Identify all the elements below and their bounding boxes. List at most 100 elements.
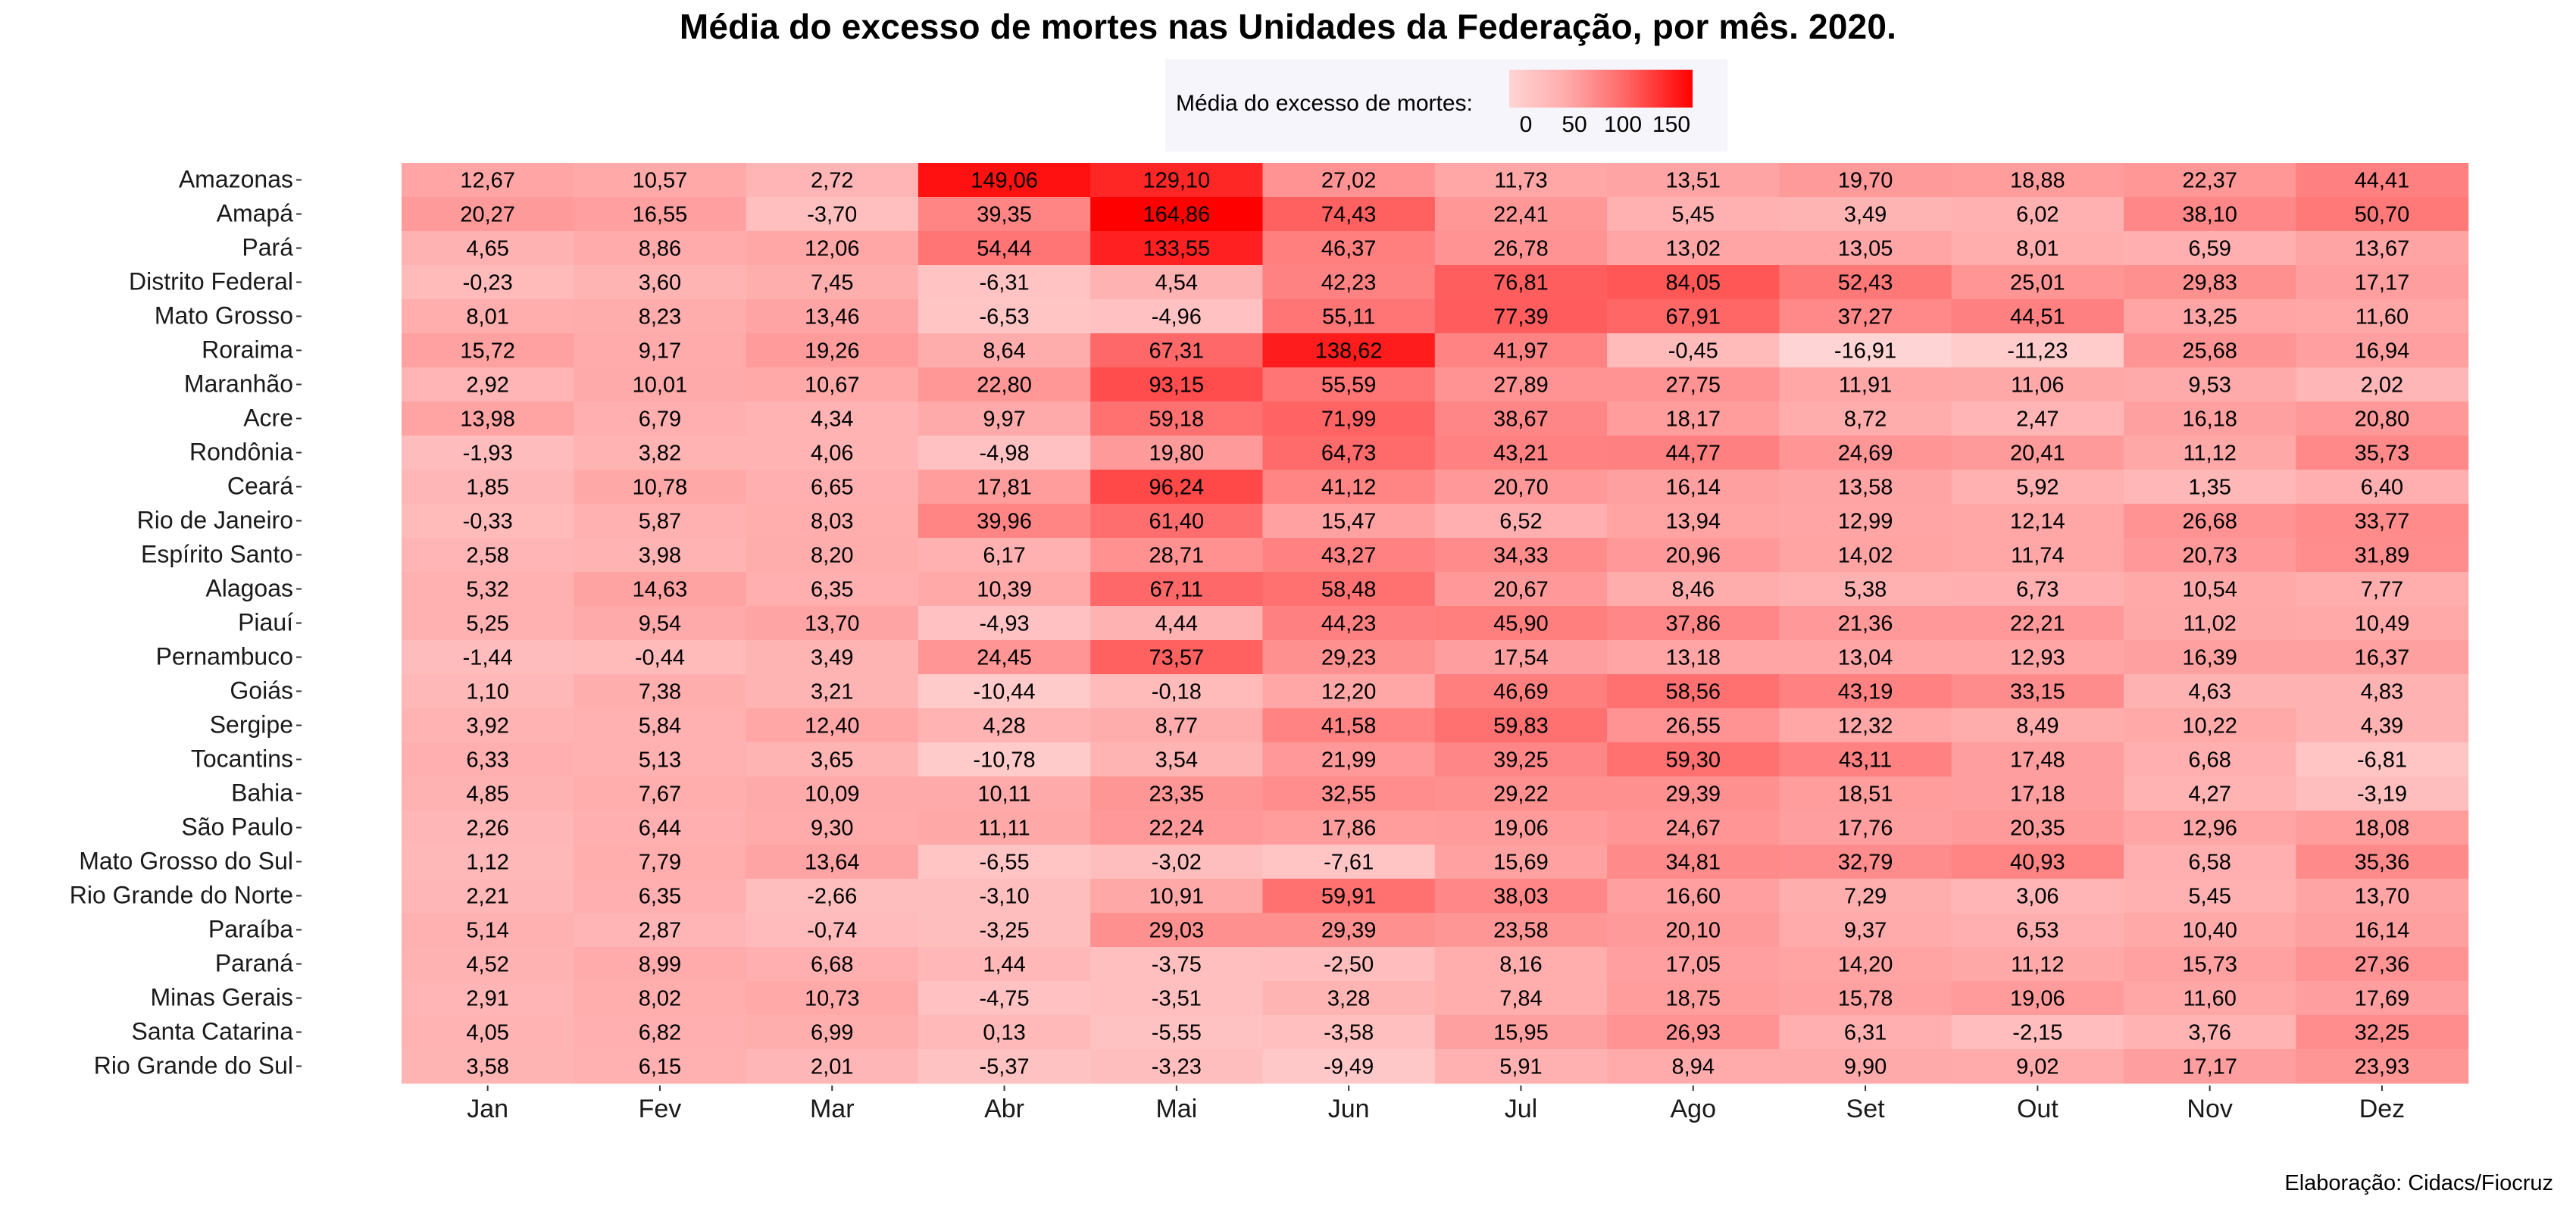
cell-value: 15,47 — [1321, 510, 1377, 534]
cell-value: 12,32 — [1838, 714, 1893, 739]
cell-value: -0,44 — [635, 646, 685, 670]
cell-value: 11,91 — [1839, 373, 1892, 398]
cell-value: -3,19 — [2357, 782, 2407, 807]
cell-value: 20,35 — [2010, 817, 2065, 841]
heatmap-cell — [1090, 913, 1264, 948]
cell-value: 12,93 — [2010, 646, 2065, 670]
cell-value: 27,02 — [1321, 169, 1377, 193]
heatmap-cell — [2124, 197, 2296, 232]
heatmap-cell — [2124, 640, 2296, 675]
cell-value: 16,94 — [2355, 339, 2410, 364]
cell-value: 8,20 — [811, 544, 853, 568]
heatmap-cell — [1607, 742, 1780, 777]
cell-value: 11,12 — [2011, 953, 2064, 977]
heatmap-cell — [1607, 947, 1780, 982]
cell-value: 52,43 — [1838, 271, 1893, 295]
cell-value: 13,67 — [2355, 237, 2410, 261]
cell-value: 12,67 — [460, 169, 515, 193]
heatmap-cell — [1262, 1049, 1436, 1084]
heatmap-cell — [918, 674, 1091, 709]
cell-value: 58,48 — [1321, 578, 1377, 602]
heatmap-cell — [918, 367, 1091, 402]
cell-value: 46,69 — [1493, 680, 1549, 704]
heatmap-cell — [574, 436, 747, 470]
heatmap-cell — [402, 299, 574, 334]
cell-value: 14,02 — [1838, 544, 1893, 568]
cell-value: -10,78 — [973, 748, 1035, 773]
cell-value: 27,89 — [1493, 373, 1549, 398]
cell-value: 6,40 — [2361, 476, 2403, 500]
cell-value: 23,35 — [1149, 782, 1205, 807]
heatmap-cell — [402, 913, 574, 948]
heatmap-cell — [1607, 333, 1780, 368]
heatmap-cell — [402, 197, 574, 232]
cell-value: 5,14 — [466, 919, 508, 943]
cell-value: -3,10 — [979, 885, 1029, 909]
cell-value: 5,87 — [639, 510, 681, 534]
row-label: Amapá — [217, 200, 294, 227]
cell-value: 11,12 — [2183, 442, 2236, 466]
heatmap-cell — [1607, 776, 1780, 811]
heatmap-cell — [1262, 811, 1436, 845]
column-label: Abr — [984, 1095, 1024, 1123]
heatmap-cell — [918, 1015, 1091, 1050]
cell-value: 3,06 — [2016, 885, 2059, 909]
cell-value: 138,62 — [1315, 339, 1383, 364]
cell-value: 41,12 — [1321, 476, 1377, 500]
heatmap-cell — [1090, 674, 1264, 709]
heatmap-cell — [574, 1049, 747, 1084]
row-label: Mato Grosso — [155, 302, 293, 330]
heatmap-cell — [1434, 504, 1608, 539]
column-label: Mai — [1155, 1095, 1197, 1123]
heatmap-cell — [1434, 879, 1608, 914]
cell-value: 27,75 — [1665, 373, 1721, 398]
heatmap-cell — [918, 947, 1091, 982]
heatmap-cell — [1951, 470, 2124, 504]
heatmap-cell — [1951, 879, 2124, 914]
cell-value: 26,68 — [2182, 510, 2237, 534]
cell-value: 13,02 — [1665, 237, 1721, 261]
cell-value: -1,44 — [463, 646, 513, 670]
cell-value: 13,58 — [1838, 476, 1893, 500]
cell-value: 14,20 — [1838, 953, 1893, 977]
heatmap-cell — [574, 947, 747, 982]
heatmap-cell — [1090, 436, 1264, 470]
cell-value: 19,80 — [1149, 442, 1205, 466]
heatmap-cell — [1262, 640, 1436, 675]
cell-value: 6,44 — [639, 817, 681, 841]
heatmap-cell — [918, 845, 1091, 879]
heatmap-cell — [1607, 504, 1780, 539]
cell-value: 32,25 — [2355, 1021, 2410, 1045]
heatmap-cell — [402, 538, 574, 573]
cell-value: 5,92 — [2016, 476, 2059, 500]
cell-value: 26,93 — [1665, 1021, 1721, 1045]
cell-value: 4,06 — [811, 442, 853, 466]
cell-value: -5,37 — [979, 1055, 1029, 1079]
cell-value: 13,25 — [2182, 305, 2237, 330]
column-label: Out — [2017, 1095, 2059, 1123]
cell-value: 26,55 — [1665, 714, 1721, 739]
heatmap-cell — [746, 231, 919, 266]
heatmap-cell — [1951, 197, 2124, 232]
cell-value: 14,63 — [633, 578, 688, 602]
heatmap-cell — [402, 742, 574, 777]
heatmap-cell — [2124, 776, 2296, 811]
heatmap-cell — [918, 606, 1091, 641]
cell-value: 73,57 — [1149, 646, 1205, 670]
cell-value: 6,02 — [2016, 203, 2059, 227]
cell-value: -16,91 — [1834, 339, 1896, 364]
cell-value: 16,14 — [2355, 919, 2410, 943]
heatmap-cell — [1090, 708, 1264, 743]
heatmap-cell — [1779, 470, 1952, 504]
heatmap-cell — [574, 640, 747, 675]
cell-value: 11,60 — [2356, 305, 2409, 330]
cell-value: 20,80 — [2355, 408, 2410, 432]
heatmap-cell — [1779, 231, 1952, 266]
heatmap-cell — [402, 401, 574, 436]
cell-value: 37,27 — [1838, 305, 1893, 330]
heatmap-cell — [2296, 913, 2469, 948]
column-label: Fev — [639, 1095, 682, 1123]
cell-value: 71,99 — [1321, 408, 1377, 432]
heatmap-cell — [918, 572, 1091, 607]
heatmap-cell — [2124, 879, 2296, 914]
